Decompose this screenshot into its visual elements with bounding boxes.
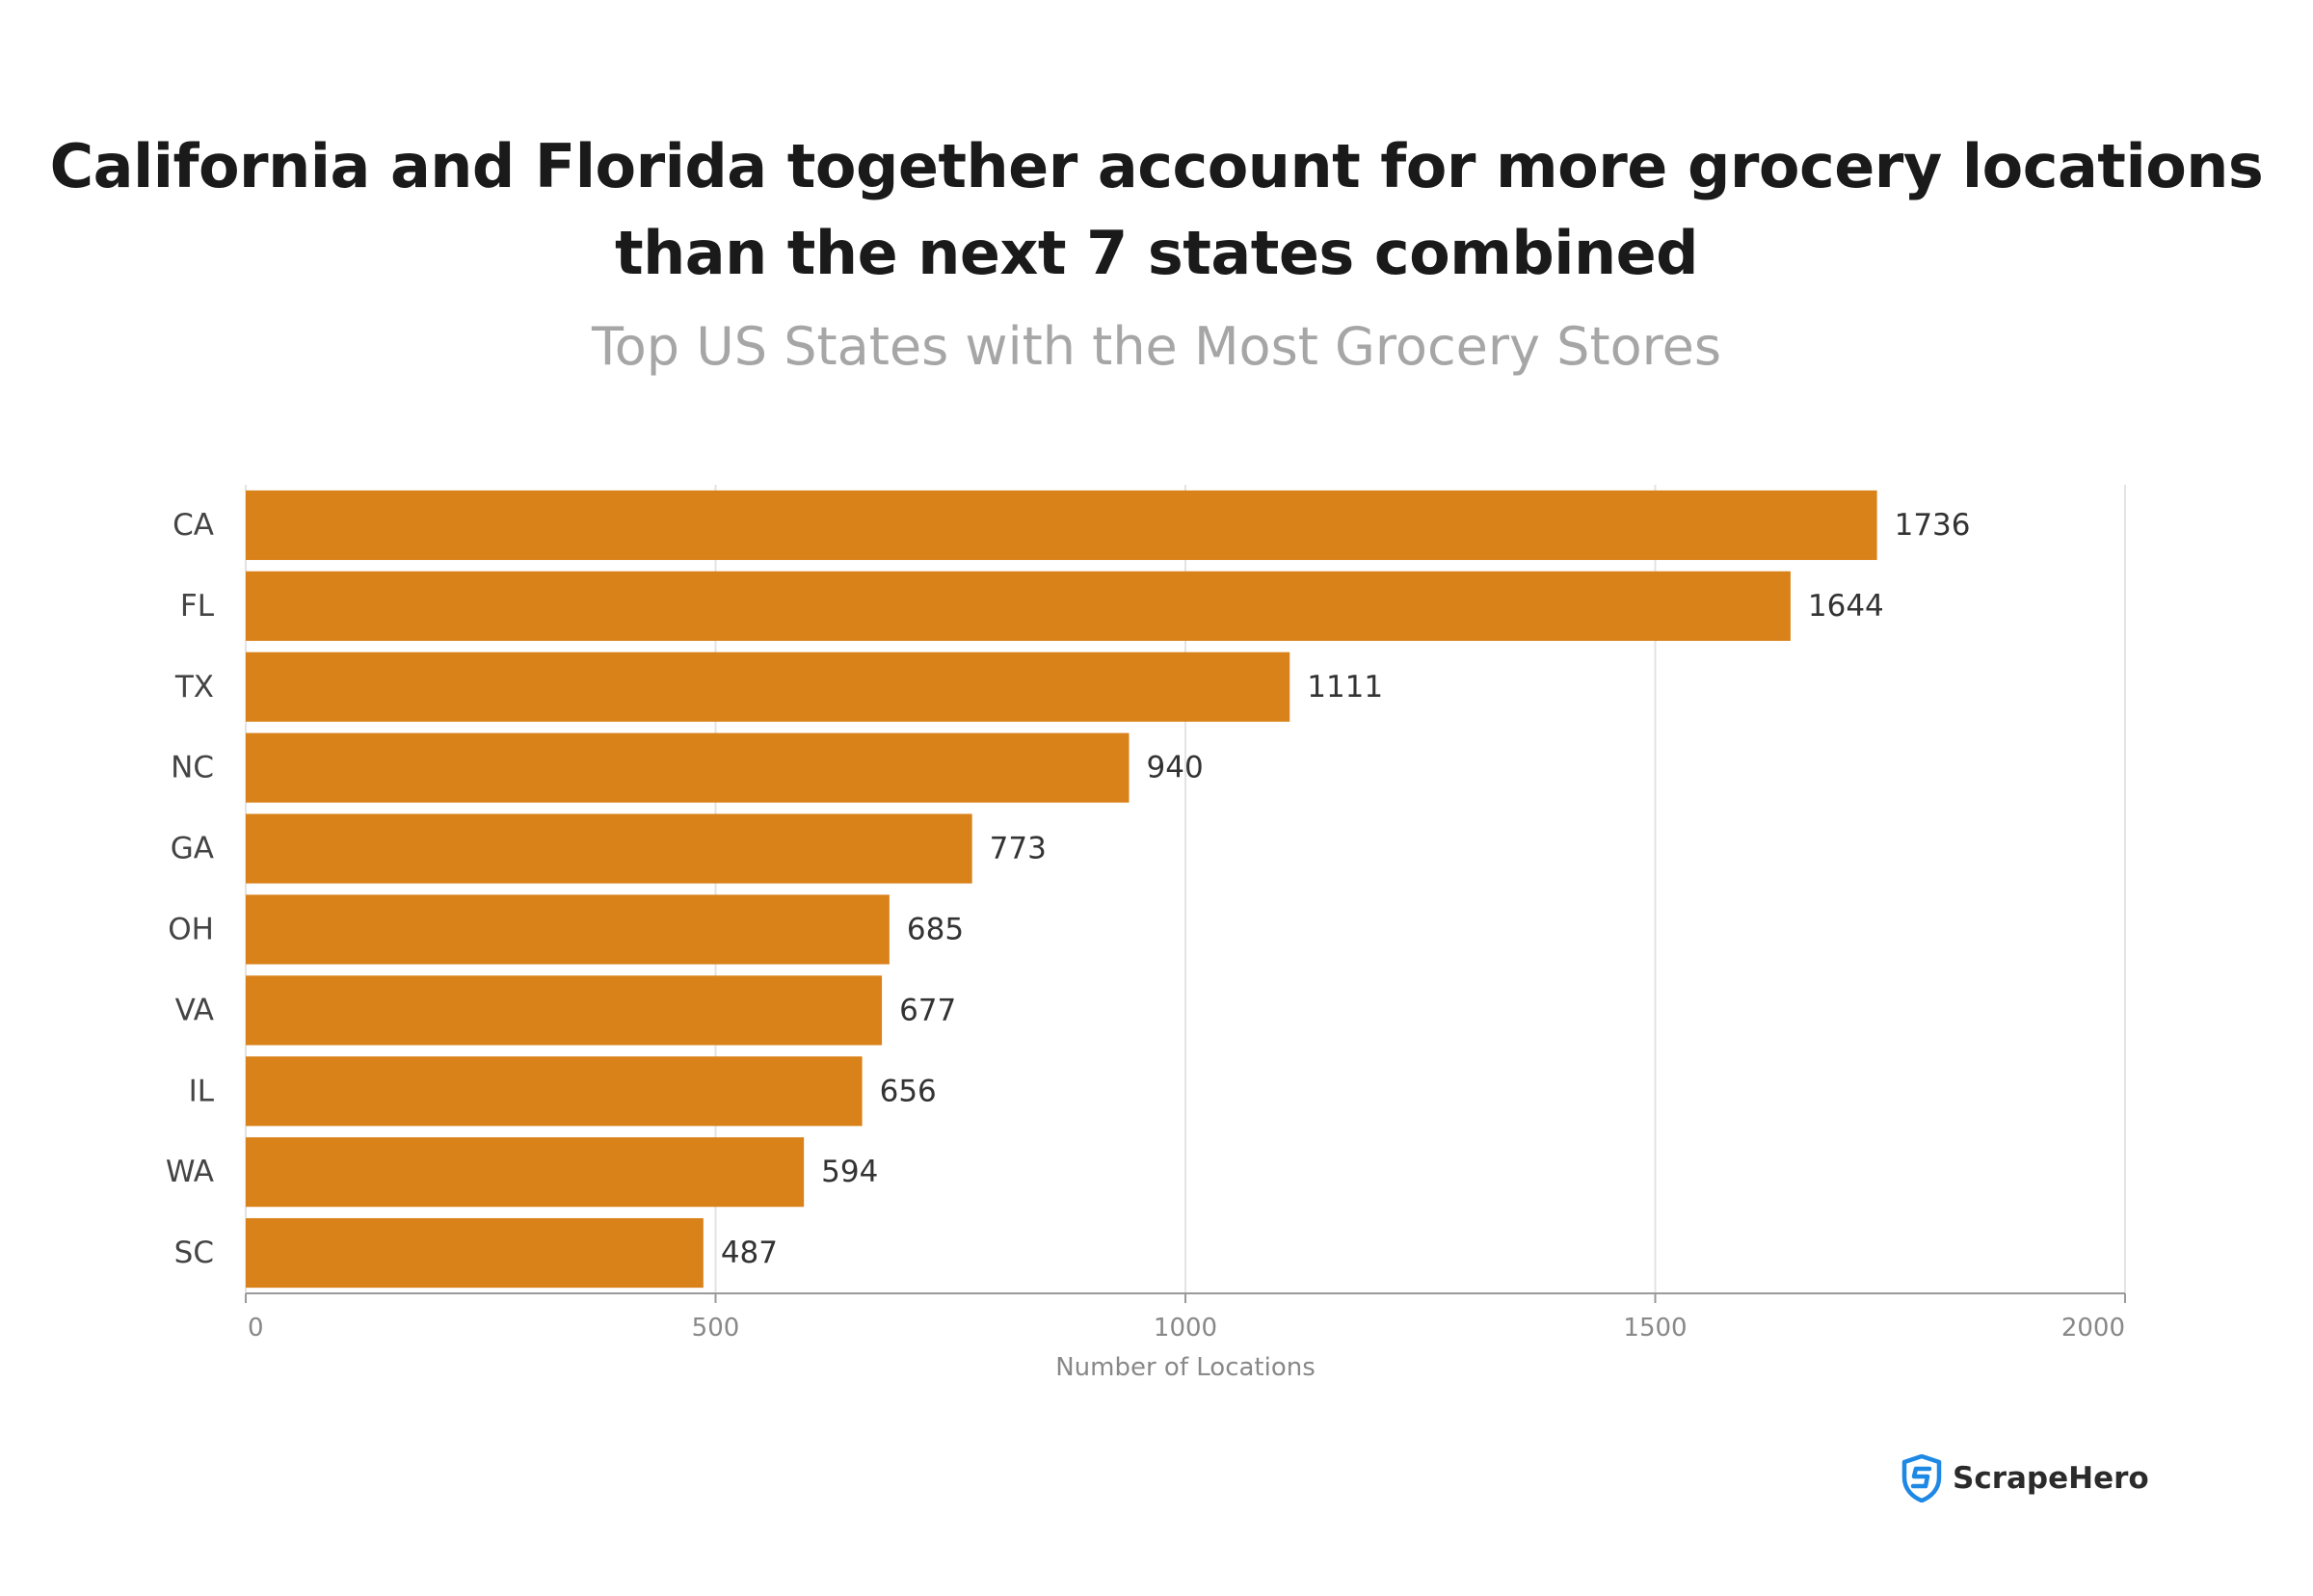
y-tick-label: SC (174, 1236, 214, 1270)
chart-title: California and Florida together account … (0, 123, 2313, 297)
y-tick-label: IL (189, 1074, 215, 1108)
bar (246, 652, 1290, 722)
bar (246, 490, 1877, 561)
bar (246, 894, 890, 965)
data-label: 773 (990, 832, 1047, 866)
x-tick-label: 500 (692, 1314, 740, 1343)
x-tick-label: 2000 (2061, 1314, 2125, 1343)
data-label: 677 (899, 993, 956, 1027)
data-label: 1736 (1895, 508, 1971, 543)
y-tick-label: WA (166, 1155, 214, 1189)
data-label: 685 (907, 912, 964, 946)
bar (246, 1137, 805, 1208)
data-label: 1111 (1307, 670, 1383, 705)
x-tick-label: 0 (248, 1314, 264, 1343)
shield-s-icon (1901, 1454, 1942, 1503)
scrapehero-logo: ScrapeHero (1901, 1451, 2149, 1505)
bar (246, 1056, 863, 1127)
bar (246, 1217, 704, 1289)
x-tick-label: 1500 (1623, 1314, 1687, 1343)
bar (246, 813, 972, 884)
data-label: 594 (821, 1155, 878, 1189)
x-axis-title: Number of Locations (1055, 1353, 1316, 1382)
data-label: 1644 (1808, 589, 1884, 624)
chart-title-line-2: than the next 7 states combined (614, 218, 1699, 288)
x-tick-label: 1000 (1154, 1314, 1217, 1343)
y-tick-label: FL (180, 589, 215, 624)
y-tick-label: VA (175, 993, 214, 1027)
y-tick-label: GA (171, 832, 214, 866)
chart-title-line-1: California and Florida together account … (49, 131, 2264, 201)
logo-text: ScrapeHero (1953, 1461, 2149, 1496)
bar (246, 732, 1130, 803)
y-tick-label: OH (168, 912, 214, 946)
bar (246, 975, 883, 1046)
bar (246, 571, 1791, 641)
y-tick-label: CA (173, 508, 214, 543)
y-tick-label: NC (171, 751, 214, 785)
data-label: 487 (721, 1236, 778, 1270)
chart-subtitle: Top US States with the Most Grocery Stor… (591, 316, 1722, 377)
data-label: 656 (880, 1074, 937, 1108)
data-label: 940 (1147, 751, 1204, 785)
y-tick-label: TX (174, 670, 214, 705)
